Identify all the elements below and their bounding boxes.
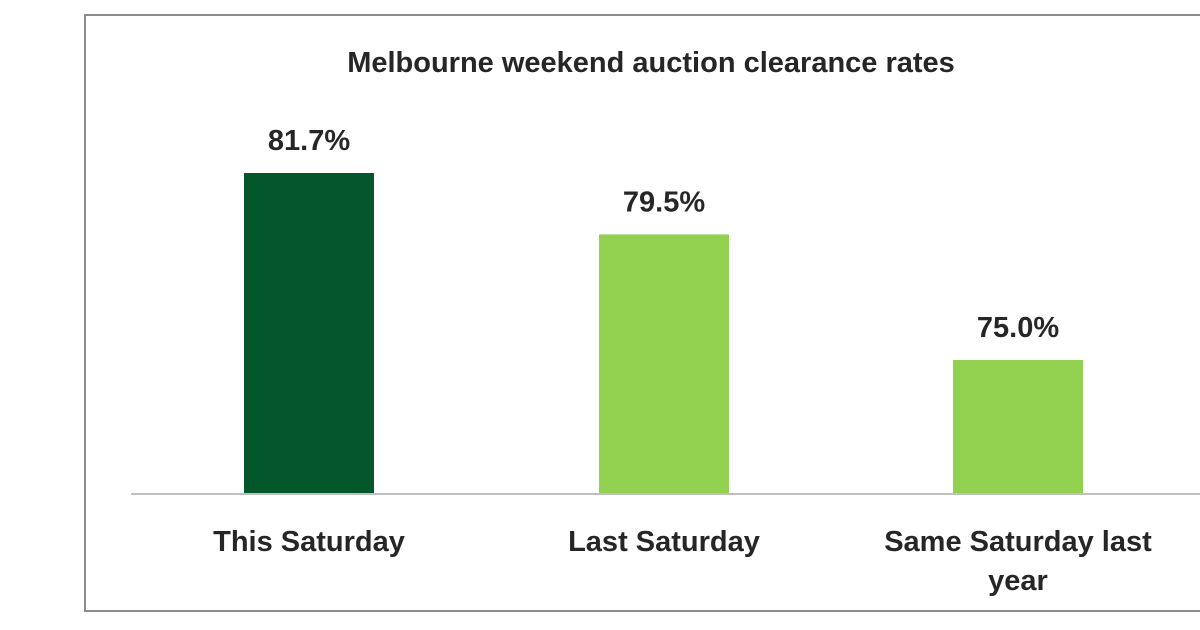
- value-labels-group: 81.7% 79.5% 75.0%: [268, 125, 1059, 344]
- bar-2: [599, 234, 729, 494]
- value-label-3: 75.0%: [977, 312, 1059, 344]
- bar-3: [953, 360, 1083, 494]
- bar-1: [244, 173, 374, 494]
- category-label-3: Same Saturday last year: [884, 526, 1152, 597]
- value-label-1: 81.7%: [268, 125, 350, 157]
- category-labels-group: This Saturday Last Saturday Same Saturday …: [213, 526, 1152, 597]
- bars-group: [244, 173, 1083, 494]
- category-label-2: Last Saturday: [568, 526, 760, 558]
- category-label-1: This Saturday: [213, 526, 405, 558]
- value-label-2: 79.5%: [623, 186, 705, 218]
- chart-title: Melbourne weekend auction clearance rate…: [347, 47, 955, 79]
